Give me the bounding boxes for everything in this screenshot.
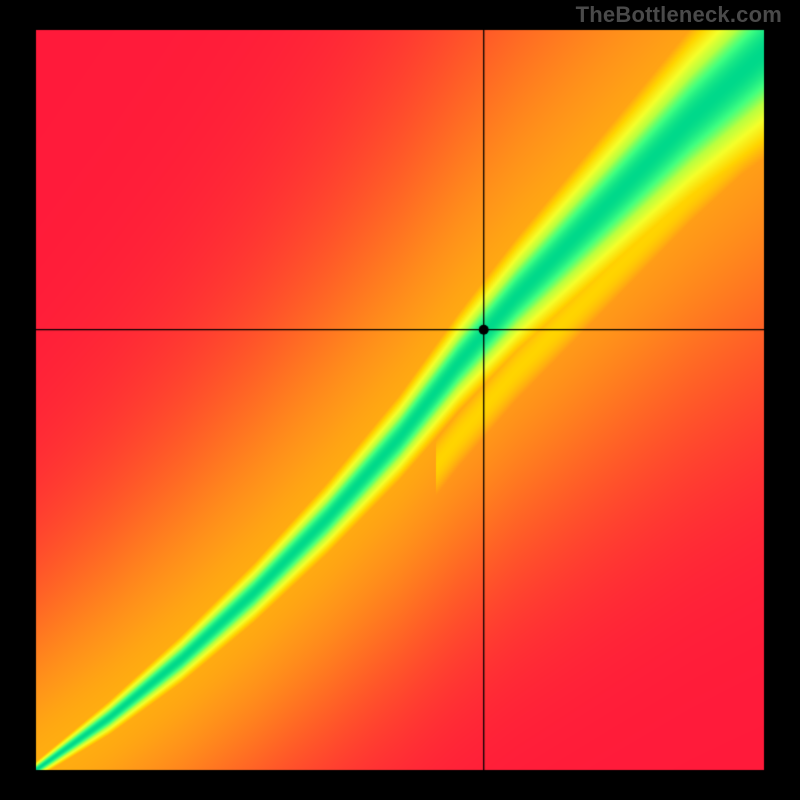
watermark-text: TheBottleneck.com bbox=[576, 2, 782, 28]
bottleneck-heatmap bbox=[0, 0, 800, 800]
chart-container: { "watermark": { "text": "TheBottleneck.… bbox=[0, 0, 800, 800]
